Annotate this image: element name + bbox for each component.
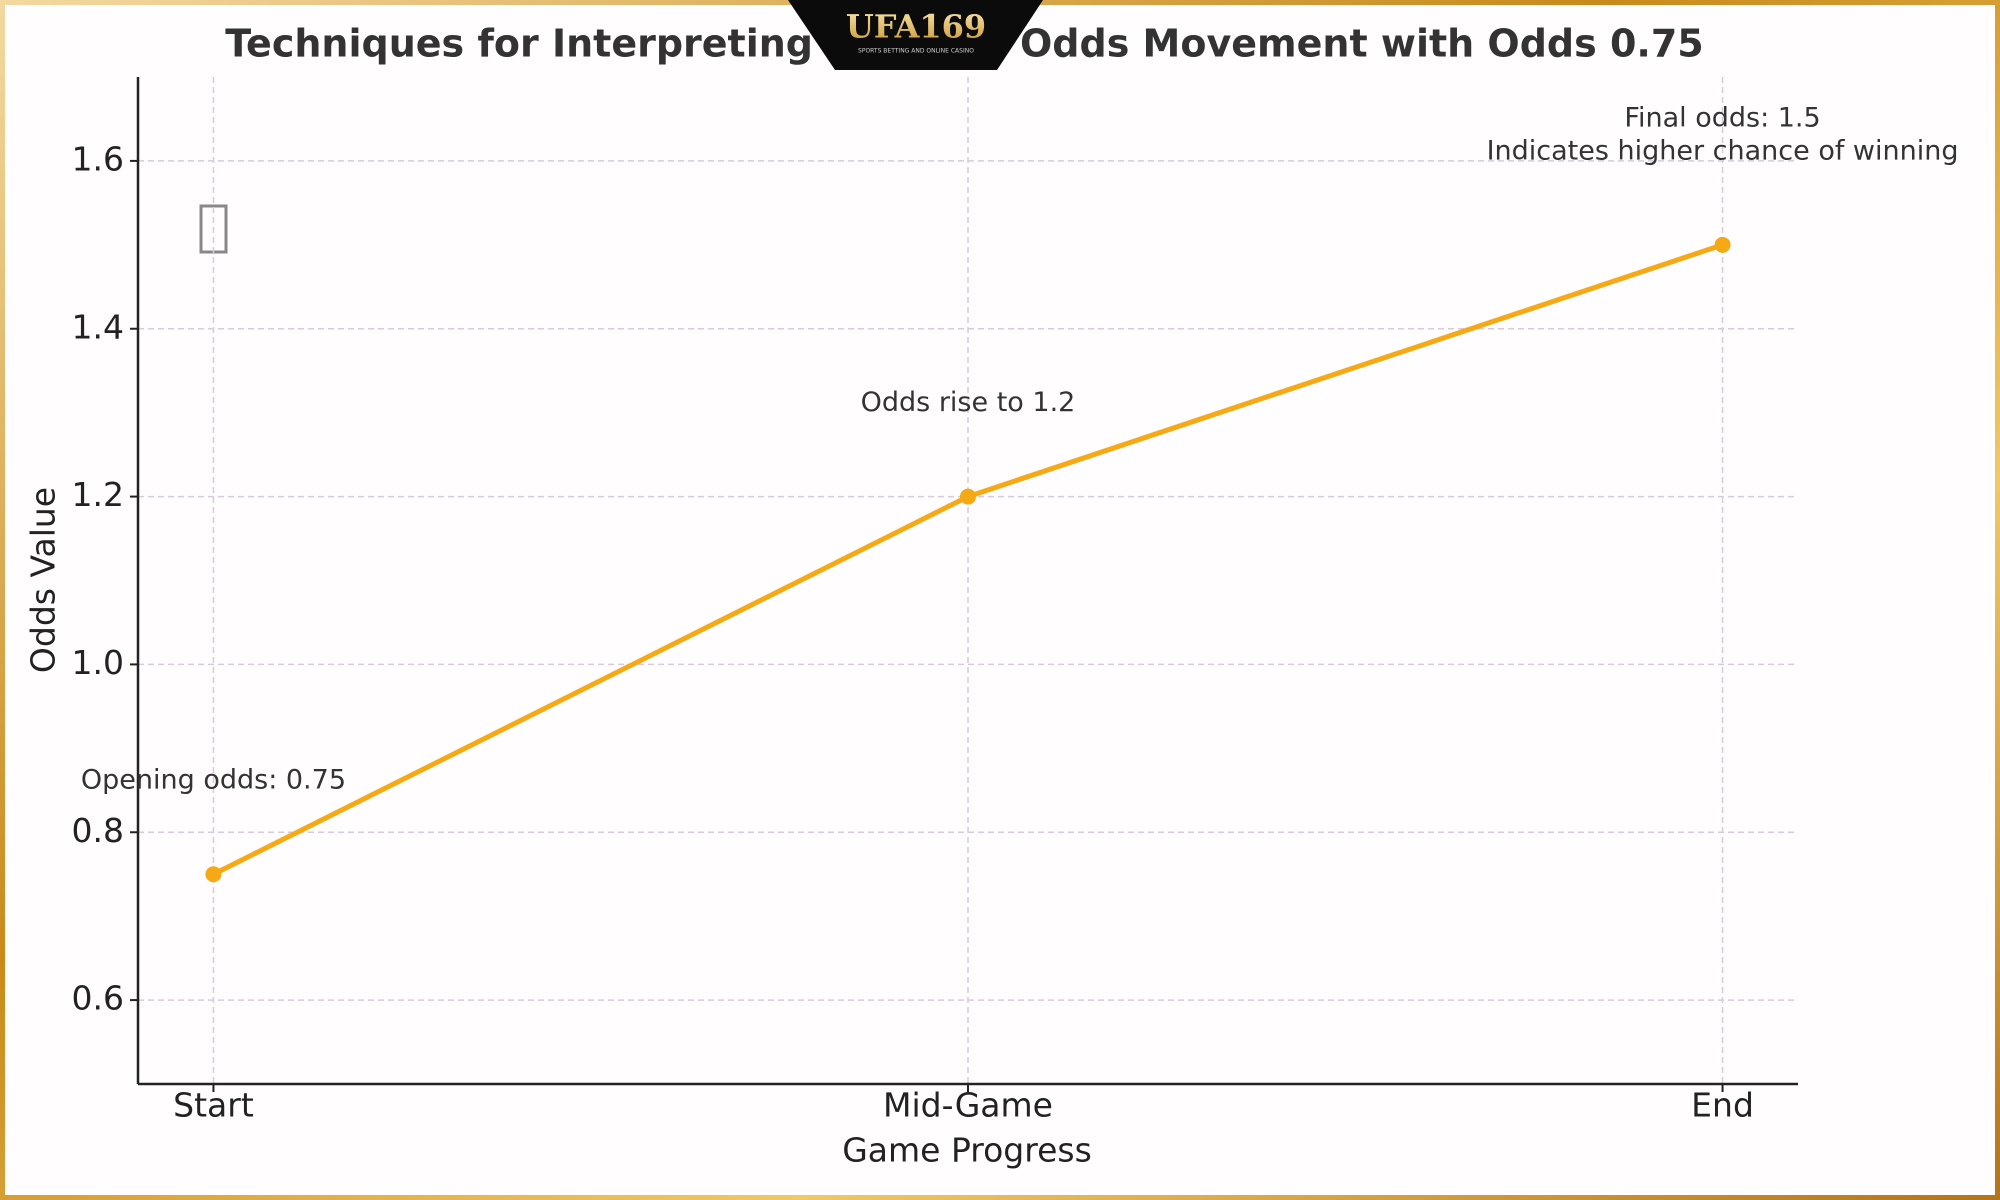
y-tick-label: 0.8 [72,811,124,850]
data-point [960,488,976,505]
y-tick-label: 1.4 [72,307,124,346]
logo-badge [788,0,1043,70]
annotation: Final odds: 1.5 [1624,102,1820,133]
x-tick-label: Start [173,1086,254,1125]
logo-name: UFA169 [846,8,986,46]
y-tick-label: 1.0 [72,643,124,682]
y-axis-label: Odds Value [24,487,63,673]
data-point [205,866,222,883]
annotation: Odds rise to 1.2 [861,387,1076,418]
y-tick-label: 1.2 [72,475,124,514]
logo-tagline: SPORTS BETTING AND ONLINE CASINO [858,48,974,55]
y-tick-label: 1.6 [72,139,124,178]
y-tick-label: 0.6 [72,979,124,1018]
x-tick-label: Mid-Game [883,1086,1053,1125]
x-axis-label: Game Progress [842,1131,1092,1170]
chart-title: Odds Movement with Odds 0.75 [1020,22,1704,66]
chart-title: Techniques for Interpreting [225,22,813,66]
annotation: Opening odds: 0.75 [81,765,346,796]
background [5,5,1995,1195]
annotation: Indicates higher chance of winning [1487,135,1959,166]
data-point [1714,236,1731,253]
x-tick-label: End [1691,1086,1754,1125]
